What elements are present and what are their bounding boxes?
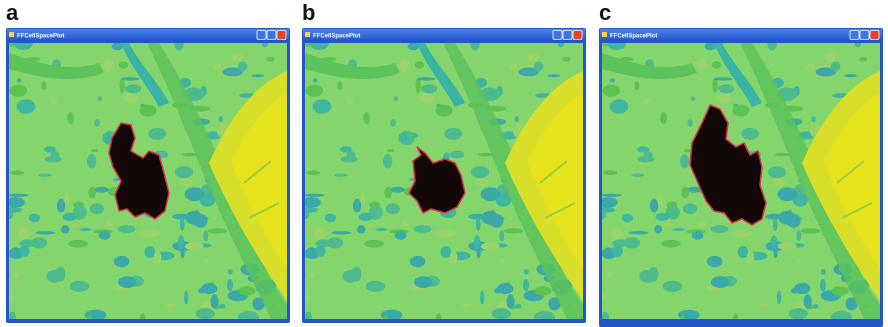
maximize-button[interactable] (563, 31, 572, 40)
minimize-button[interactable] (850, 31, 859, 40)
app-icon (602, 32, 607, 37)
app-icon (305, 32, 310, 37)
panel-label: a (6, 0, 19, 25)
panel: c FFCellSpacePlot (594, 0, 883, 327)
panel: a FFCellSpacePlot (1, 0, 290, 323)
minimize-button[interactable] (257, 31, 266, 40)
window: FFCellSpacePlot (1, 28, 290, 323)
close-button[interactable] (573, 31, 582, 40)
panel-label: c (599, 0, 611, 25)
window: FFCellSpacePlot (594, 28, 883, 327)
panel: b FFCellSpacePlot (297, 0, 586, 323)
panel-label: b (302, 0, 315, 25)
window-title: FFCellSpacePlot (17, 34, 64, 40)
minimize-button[interactable] (553, 31, 562, 40)
map-view (297, 37, 586, 323)
window-title: FFCellSpacePlot (313, 34, 360, 40)
map-view (594, 37, 883, 323)
app-icon (9, 32, 14, 37)
figure: a FFCellSpacePlot b FFCellSpacePlot c FFCellS… (0, 0, 888, 327)
window: FFCellSpacePlot (297, 28, 586, 323)
close-button[interactable] (870, 31, 879, 40)
map-view (1, 37, 290, 323)
maximize-button[interactable] (860, 31, 869, 40)
window-title: FFCellSpacePlot (610, 34, 657, 40)
maximize-button[interactable] (267, 31, 276, 40)
close-button[interactable] (277, 31, 286, 40)
